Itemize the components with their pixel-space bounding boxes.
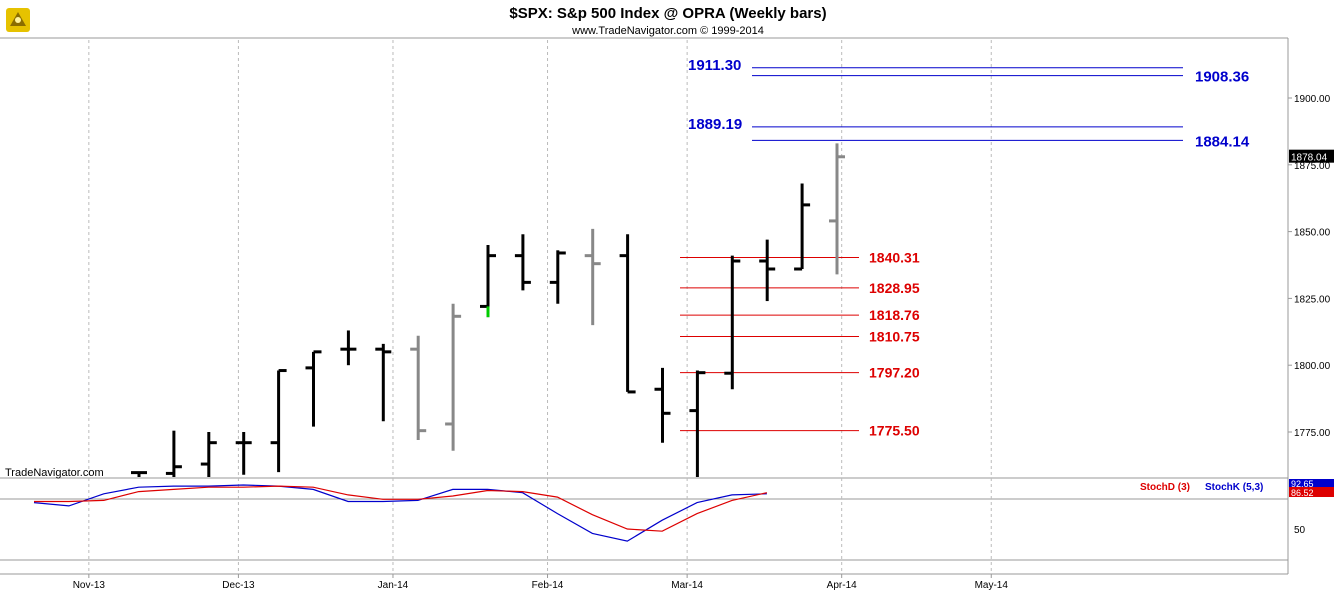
price-axis: 1900.00 1875.00 1850.00 1825.00 1800.00 1775.… bbox=[1288, 94, 1334, 439]
ohlc-bar bbox=[724, 255, 741, 390]
stoch-d-line bbox=[34, 485, 768, 532]
date-tick-label: Mar-14 bbox=[671, 580, 703, 591]
ohlc-bar bbox=[619, 234, 636, 394]
ohlc-bar bbox=[584, 228, 601, 326]
resistance-level-label: 1908.36 bbox=[1195, 69, 1249, 86]
ohlc-bar bbox=[654, 367, 671, 443]
date-tick-label: Feb-14 bbox=[532, 580, 564, 591]
ohlc-bar bbox=[305, 350, 322, 427]
ohlc-bar bbox=[375, 343, 392, 422]
resistance-level-label: 1889.19 bbox=[688, 116, 742, 133]
price-panel-frame bbox=[0, 37, 1289, 574]
support-level-label: 1810.75 bbox=[869, 328, 920, 344]
stoch-d-value: 86.52 bbox=[1291, 488, 1314, 498]
stoch-d-value-box bbox=[1289, 487, 1334, 497]
stoch-k-legend: StochK (5,3) bbox=[1205, 482, 1263, 493]
date-tick-label: Apr-14 bbox=[827, 580, 857, 591]
ohlc-bar bbox=[410, 335, 427, 441]
ohlc-bar bbox=[759, 239, 776, 302]
ohlc-bar bbox=[131, 471, 147, 477]
ohlc-bar bbox=[235, 432, 252, 475]
ohlc-bar bbox=[200, 432, 217, 477]
support-level-label: 1775.50 bbox=[869, 423, 920, 439]
date-axis: Nov-13 Dec-13 Jan-14 Feb-14 Mar-14 Apr-14 May-… bbox=[73, 574, 1009, 591]
chart-subtitle: www.TradeNavigator.com © 1999-2014 bbox=[571, 25, 764, 37]
ohlc-bar bbox=[549, 250, 566, 304]
last-price-box bbox=[1289, 149, 1334, 163]
date-tick-label: Jan-14 bbox=[378, 580, 409, 591]
ohlc-bar bbox=[270, 369, 287, 473]
resistance-level-label: 1884.14 bbox=[1195, 133, 1250, 150]
last-price-label: 1878.04 bbox=[1291, 153, 1328, 164]
price-tick-label: 1850.00 bbox=[1294, 228, 1331, 239]
stoch-k-value-box bbox=[1289, 479, 1334, 488]
ohlc-bar bbox=[340, 330, 357, 366]
support-level-label: 1840.31 bbox=[869, 249, 920, 265]
watermark-text: TradeNavigator.com bbox=[5, 467, 104, 479]
chart-title: $SPX: S&p 500 Index @ OPRA (Weekly bars) bbox=[509, 5, 826, 22]
stoch-d-legend: StochD (3) bbox=[1140, 482, 1190, 493]
date-tick-label: Nov-13 bbox=[73, 580, 106, 591]
ohlc-bars bbox=[131, 143, 845, 477]
stoch-tick-label: 50 bbox=[1294, 525, 1306, 536]
stoch-k-value: 92.65 bbox=[1291, 479, 1314, 489]
price-tick-label: 1825.00 bbox=[1294, 294, 1331, 305]
trade-navigator-logo-icon bbox=[6, 8, 30, 32]
price-tick-label: 1875.00 bbox=[1294, 161, 1331, 172]
ohlc-bar bbox=[794, 183, 811, 271]
support-level-label: 1797.20 bbox=[869, 365, 920, 381]
ohlc-bar bbox=[514, 234, 531, 291]
ohlc-bar bbox=[165, 430, 182, 477]
price-tick-label: 1900.00 bbox=[1294, 94, 1331, 105]
ohlc-bar bbox=[689, 370, 706, 477]
date-tick-label: Dec-13 bbox=[222, 580, 255, 591]
ohlc-bar bbox=[829, 143, 845, 275]
support-level-label: 1828.95 bbox=[869, 280, 920, 296]
level-lines: 1911.30 1908.36 1889.19 1884.14 1840.31 1828.… bbox=[680, 57, 1250, 439]
price-tick-label: 1800.00 bbox=[1294, 361, 1331, 372]
support-level-label: 1818.76 bbox=[869, 307, 920, 323]
resistance-level-label: 1911.30 bbox=[688, 57, 741, 74]
price-tick-label: 1775.00 bbox=[1294, 428, 1331, 439]
stochastic-panel-frame bbox=[0, 498, 1288, 575]
date-tick-label: May-14 bbox=[975, 580, 1009, 591]
ohlc-bar bbox=[445, 303, 462, 451]
